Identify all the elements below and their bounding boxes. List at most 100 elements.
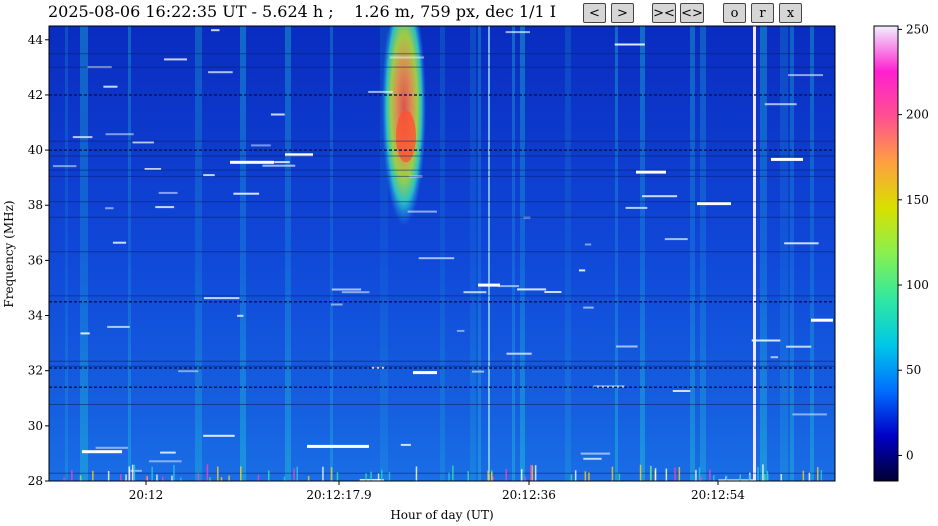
radio-burst-core xyxy=(396,110,416,163)
rfi-segment xyxy=(80,332,90,335)
low-freq-noise xyxy=(639,464,642,481)
rfi-segment xyxy=(413,371,437,375)
low-freq-noise xyxy=(171,475,173,481)
low-freq-noise xyxy=(618,473,621,481)
emission-streak xyxy=(330,26,333,481)
low-freq-noise xyxy=(71,470,73,481)
low-freq-noise xyxy=(713,475,715,481)
rfi-segment xyxy=(697,202,731,206)
low-freq-noise xyxy=(131,464,134,481)
emission-streak xyxy=(700,26,706,481)
rfi-segment xyxy=(72,136,93,139)
low-freq-noise xyxy=(257,475,260,481)
low-freq-noise xyxy=(381,469,383,481)
rfi-segment xyxy=(149,460,182,463)
colorbar-tick-label: 150 xyxy=(906,193,929,207)
emission-streak xyxy=(512,26,515,481)
rfi-segment xyxy=(341,291,370,294)
low-freq-noise xyxy=(209,477,211,481)
y-tick-label: 34 xyxy=(28,309,44,323)
y-axis: 28 30 32 34 36 38 40 42 44 xyxy=(28,33,49,488)
rfi-segment xyxy=(771,157,803,161)
low-freq-noise xyxy=(307,476,310,481)
low-freq-noise xyxy=(415,466,418,481)
colorbar-tick-label: 50 xyxy=(906,363,921,377)
emission-streak xyxy=(285,26,291,481)
low-freq-noise xyxy=(125,474,127,481)
low-freq-noise xyxy=(665,468,668,481)
rfi-segment xyxy=(664,238,688,241)
zoom-in-button[interactable]: >< xyxy=(652,3,676,23)
interference-line xyxy=(753,26,756,481)
rfi-segment xyxy=(103,85,118,88)
rfi-segment xyxy=(82,450,122,454)
low-freq-noise xyxy=(92,470,94,481)
rfi-segment xyxy=(203,434,235,437)
y-tick-label: 36 xyxy=(28,253,43,267)
rfi-segment xyxy=(230,160,274,164)
colorbar: 0 50 100 150 200 250 xyxy=(873,22,929,482)
rfi-segment xyxy=(132,141,154,144)
low-freq-noise xyxy=(780,474,782,481)
rfi-segment xyxy=(389,56,425,59)
emission-streak xyxy=(640,26,645,481)
low-freq-noise xyxy=(217,466,219,481)
low-freq-noise xyxy=(283,476,286,481)
rfi-segment xyxy=(792,413,827,416)
rfi-segment xyxy=(274,161,290,164)
prev-button[interactable]: < xyxy=(583,3,606,23)
rfi-segment xyxy=(580,452,611,455)
low-freq-noise xyxy=(764,473,766,481)
low-freq-noise xyxy=(505,469,507,481)
rfi-segment xyxy=(53,165,77,168)
original-button[interactable]: o xyxy=(723,3,746,23)
zoom-out-button[interactable]: <> xyxy=(680,3,704,23)
emission-streak xyxy=(780,26,788,481)
rfi-segment xyxy=(211,29,220,32)
low-freq-noise xyxy=(808,472,811,481)
low-freq-noise xyxy=(534,465,537,481)
rfi-segment xyxy=(625,206,648,209)
low-freq-noise xyxy=(197,473,200,481)
low-freq-noise xyxy=(128,466,130,481)
x-axis-label: Hour of day (UT) xyxy=(390,508,493,522)
emission-streak xyxy=(565,26,571,481)
colorbar-tick-label: 250 xyxy=(906,22,929,36)
low-freq-noise xyxy=(133,464,136,481)
low-freq-noise xyxy=(678,467,681,481)
rfi-segment xyxy=(95,446,128,449)
rfi-segment xyxy=(158,191,178,194)
emission-streak xyxy=(520,26,525,481)
x-axis: 20:12 20:12:17.9 20:12:36 20:12:54 xyxy=(129,481,745,502)
rfi-segment xyxy=(456,329,465,332)
rfi-segment xyxy=(471,370,485,373)
low-freq-noise xyxy=(762,464,764,481)
x-tick-label: 20:12:54 xyxy=(691,488,745,502)
low-freq-noise xyxy=(649,466,652,481)
y-tick-label: 40 xyxy=(28,143,43,157)
rfi-segment xyxy=(583,457,602,460)
low-freq-noise xyxy=(487,470,489,481)
rfi-segment xyxy=(478,283,500,287)
rfi-segment xyxy=(751,339,781,342)
rfi-segment xyxy=(505,31,530,34)
rfi-segment xyxy=(811,318,833,322)
low-freq-noise xyxy=(757,467,759,481)
close-button[interactable]: x xyxy=(779,3,802,23)
rfi-segment xyxy=(208,71,233,74)
low-freq-noise xyxy=(739,474,741,481)
reset-button[interactable]: r xyxy=(751,3,774,23)
emission-streak xyxy=(760,26,767,481)
rfi-segment xyxy=(788,74,823,77)
rfi-segment xyxy=(155,206,175,209)
y-axis-label: Frequency (MHz) xyxy=(2,200,16,307)
colorbar-tick-label: 100 xyxy=(906,278,929,292)
rfi-segment xyxy=(270,113,285,116)
low-freq-noise xyxy=(268,470,270,481)
low-freq-noise xyxy=(817,467,819,481)
emission-streak xyxy=(615,26,618,481)
rfi-segment xyxy=(407,210,437,213)
rfi-segment xyxy=(371,366,385,369)
next-button[interactable]: > xyxy=(611,3,634,23)
